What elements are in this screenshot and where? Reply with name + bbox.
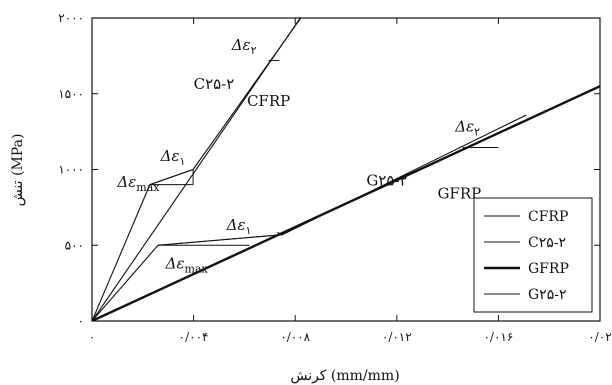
legend-label: G۲۵-۲ [528, 287, 566, 303]
series-line [92, 18, 301, 321]
annotation-label: GFRP [437, 184, 481, 202]
y-tick-label: ۱۰۰۰ [58, 163, 84, 177]
y-axis-label: تنش (MPa) [10, 134, 26, 207]
y-tick-label: ۲۰۰۰ [58, 11, 84, 25]
x-tick-label: ۰/۰۱۶ [483, 330, 513, 344]
annotation-label: G۲۵-۲ [366, 171, 407, 189]
annotation-label: Δε۲ [454, 118, 480, 139]
y-tick-label: ۱۵۰۰ [58, 87, 84, 101]
x-tick-label: ۰/۰۱۲ [382, 330, 412, 344]
series-lines [92, 18, 600, 321]
annotation-label: Δεmax [165, 255, 209, 276]
y-tick-label: ۰ [78, 314, 84, 328]
annotation-label: Δε۱ [226, 216, 252, 237]
x-tick-label: ۰/۰۲ [588, 330, 611, 344]
x-tick-label: ۰/۰۰۸ [280, 330, 310, 344]
legend-box [473, 197, 593, 313]
x-axis-label: کرنش (mm/mm) [290, 368, 399, 384]
series-line [92, 114, 527, 321]
series-line [92, 18, 302, 321]
annotation-label: Δε۱ [160, 147, 186, 168]
legend: CFRP C۲۵-۲ GFRP G۲۵-۲ [473, 197, 593, 313]
annotation-label: C۲۵-۲ [194, 75, 235, 93]
legend-label: CFRP [528, 209, 568, 225]
x-tick-label: ۰ [89, 330, 95, 344]
annotation-label: CFRP [247, 92, 290, 110]
y-tick-label: ۵۰۰ [65, 238, 84, 252]
annotation-label: Δε۲ [231, 36, 257, 57]
legend-label: GFRP [528, 261, 569, 277]
x-tick-label: ۰/۰۰۴ [179, 330, 209, 344]
legend-label: C۲۵-۲ [528, 235, 566, 251]
ticks: ۰ ۰/۰۰۴ ۰/۰۰۸ ۰/۰۱۲ ۰/۰۱۶ ۰/۰۲ ۰ ۵۰۰ ۱۰۰۰ ۱۵۰۰ ۲۰۰… [58, 11, 611, 344]
annotation-label: Δεmax [116, 173, 160, 194]
